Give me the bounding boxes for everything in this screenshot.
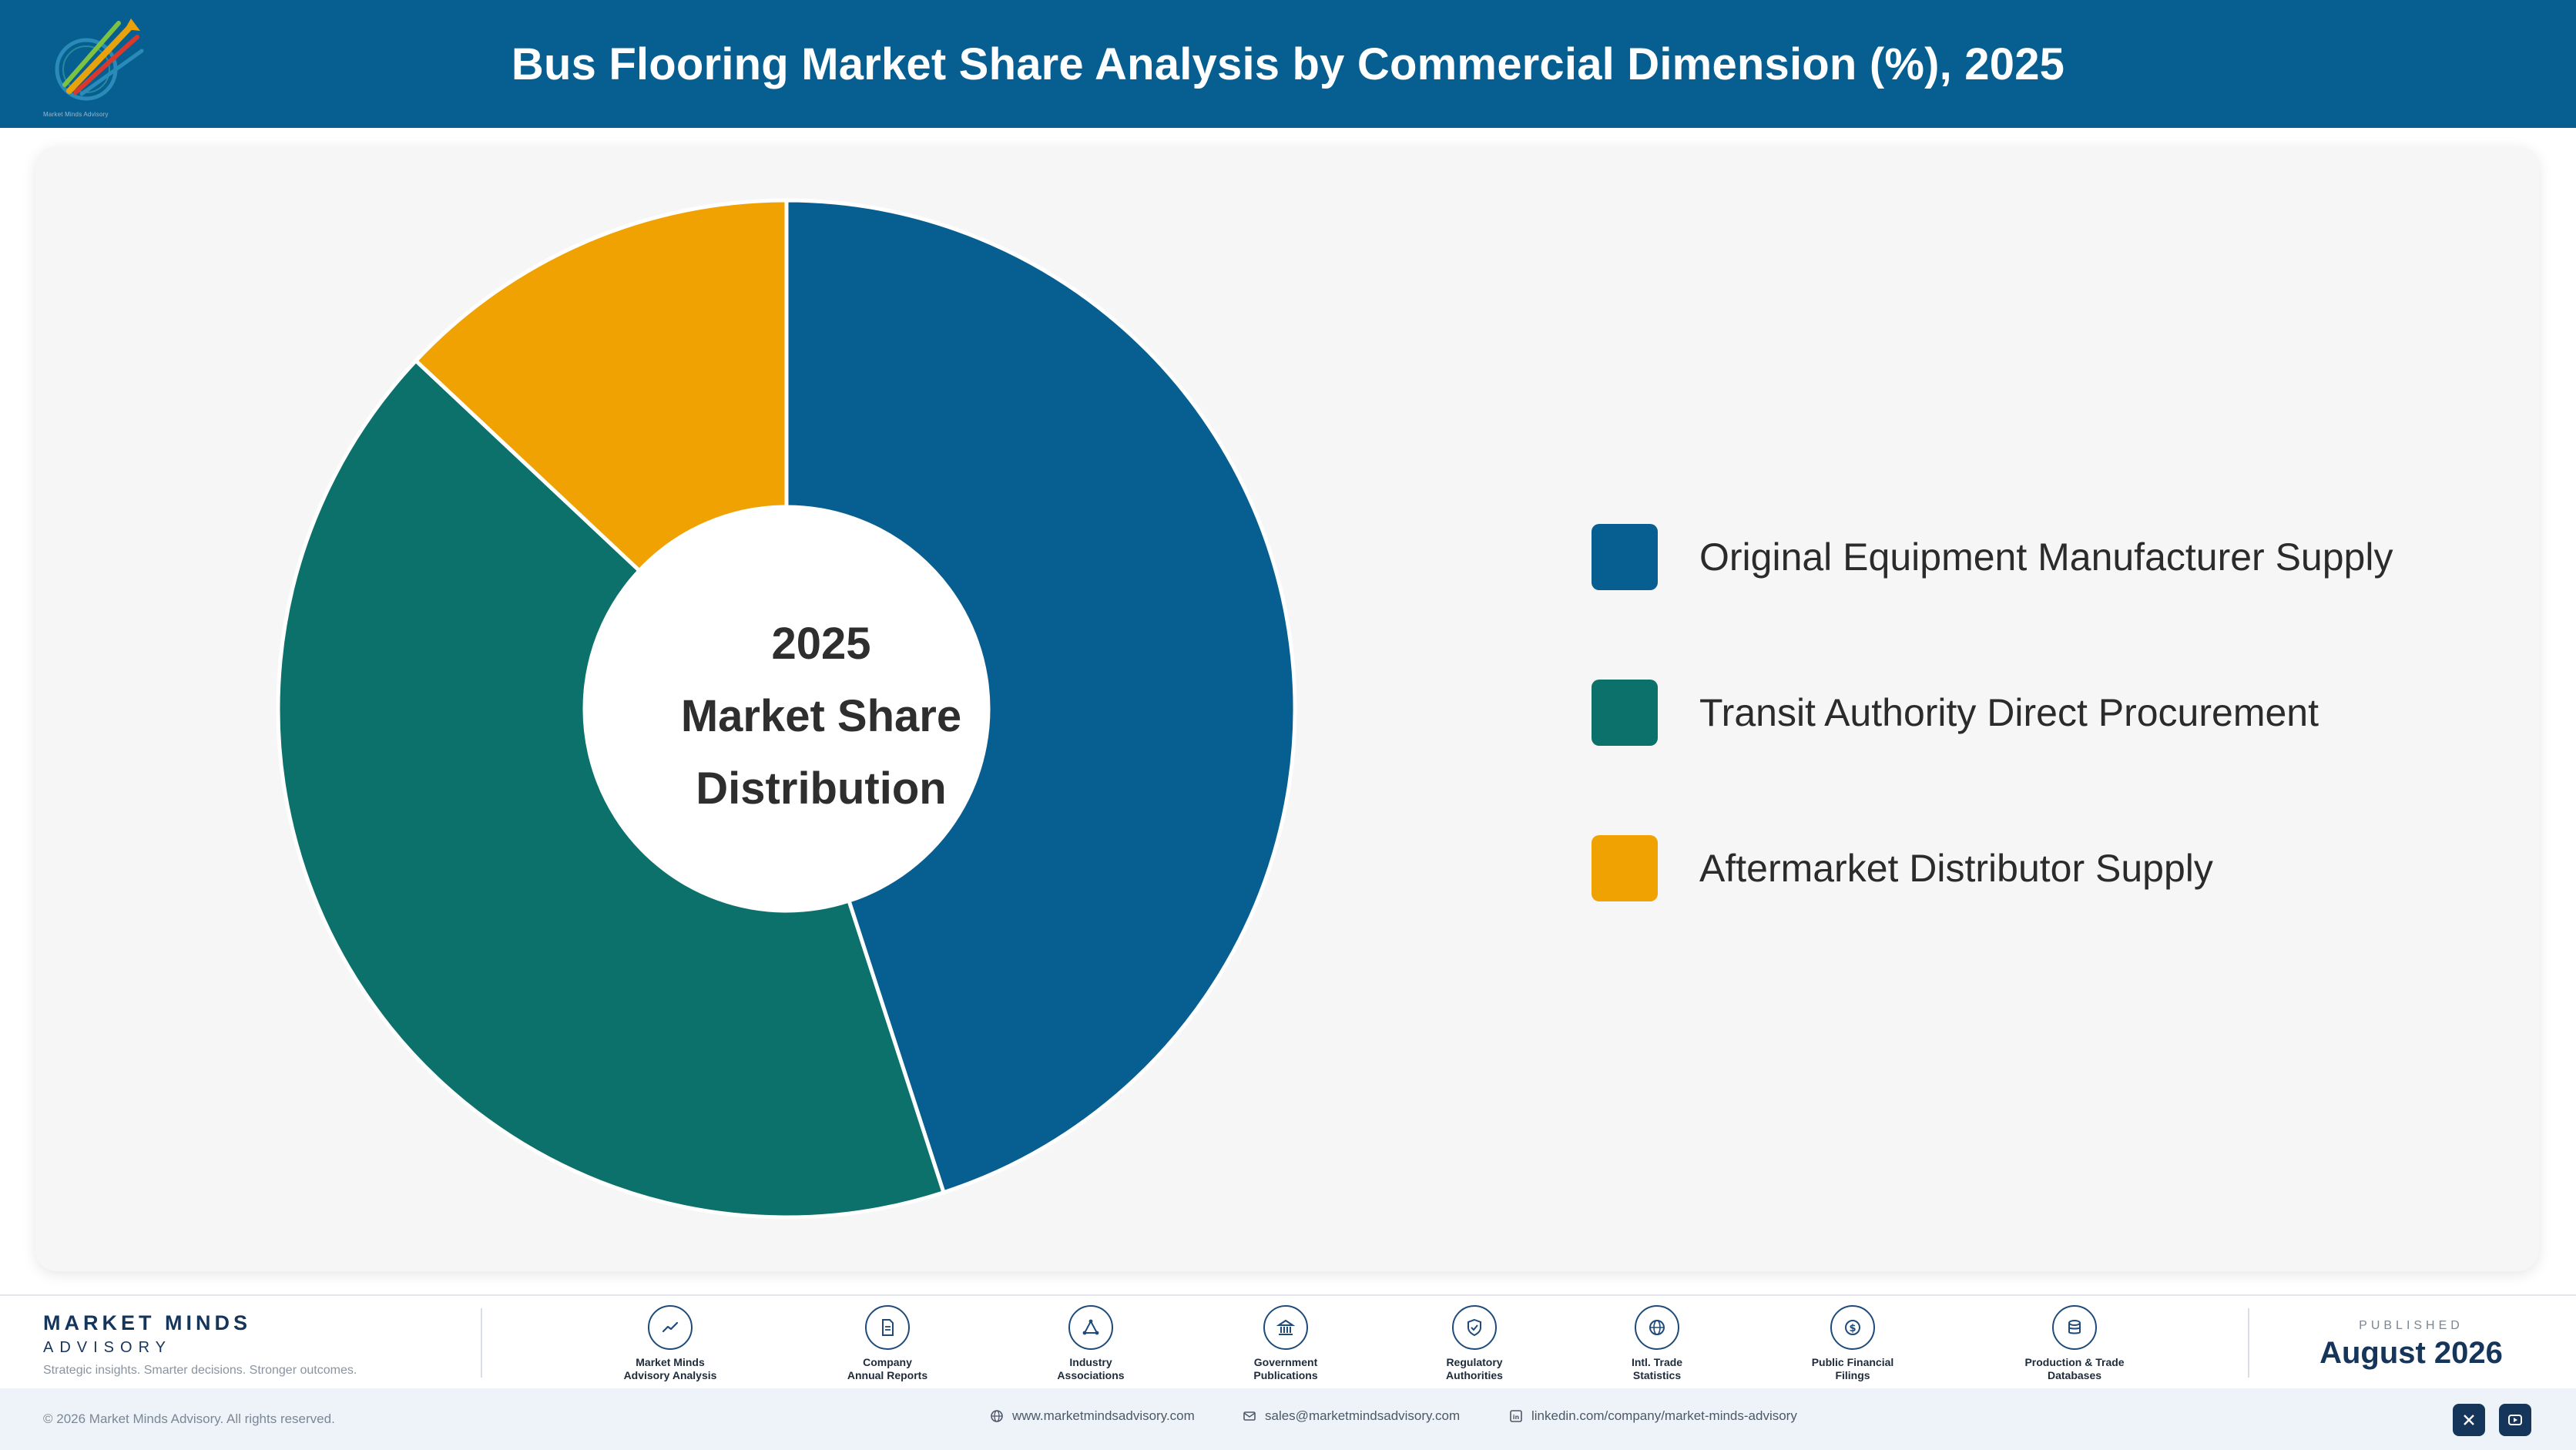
legend-swatch [1592,835,1658,901]
legend-label: Original Equipment Manufacturer Supply [1699,535,2393,579]
source-label: Regulatory Authorities [1446,1356,1503,1381]
footer-divider [2248,1308,2249,1378]
center-label-line-2: Market Share [680,691,962,741]
footer: MARKET MINDS ADVISORY Strategic insights… [0,1294,2576,1390]
document-icon [865,1305,910,1350]
website-link[interactable]: www.marketmindsadvisory.com [989,1408,1195,1424]
source-label: Company Annual Reports [847,1356,928,1381]
linkedin-link[interactable]: in linkedin.com/company/market-minds-adv… [1508,1408,1797,1424]
source-industry-associations[interactable]: Industry Associations [1014,1305,1168,1382]
government-building-icon [1263,1305,1308,1350]
logo-caption: Market Minds Advisory [43,111,109,118]
donut-slice-3[interactable] [413,198,789,574]
legend-item-transit-authority[interactable]: Transit Authority Direct Procurement [1592,680,2516,746]
donut-hole [586,509,987,909]
mail-icon [1243,1411,1256,1421]
market-minds-logo-icon[interactable] [39,8,154,123]
chart-legend: Original Equipment Manufacturer Supply T… [1592,524,2516,991]
chart-area: 2025 Market Share Distribution [35,146,1538,1271]
source-company-annual-reports[interactable]: Company Annual Reports [810,1305,964,1382]
x-icon[interactable] [2453,1404,2485,1436]
source-label: Public Financial Filings [1811,1356,1894,1381]
bottom-bar: © 2026 Market Minds Advisory. All rights… [0,1388,2576,1450]
legend-swatch [1592,680,1658,746]
page-title: Bus Flooring Market Share Analysis by Co… [511,39,2065,89]
email-link[interactable]: sales@marketmindsadvisory.com [1242,1408,1460,1424]
legend-label: Transit Authority Direct Procurement [1699,691,2319,734]
youtube-icon[interactable] [2499,1404,2531,1436]
linkedin-text: linkedin.com/company/market-minds-adviso… [1531,1408,1797,1423]
shield-check-icon [1452,1305,1497,1350]
network-icon [1068,1305,1113,1350]
donut-chart [276,198,1297,1220]
donut-slice-1[interactable] [784,198,1297,1195]
center-label-year: 2025 [771,619,871,669]
donut-center-label: 2025 Market Share Distribution [605,601,1037,832]
dollar-coin-icon: $ [1830,1305,1875,1350]
svg-text:in: in [1513,1414,1520,1421]
published-label: PUBLISHED [2359,1319,2464,1332]
trend-chart-icon [648,1305,693,1350]
linkedin-icon: in [1510,1410,1522,1422]
source-label: Production & Trade Databases [2024,1356,2125,1381]
source-label: Market Minds Advisory Analysis [623,1356,717,1381]
donut-slice-2[interactable] [276,357,947,1220]
globe-icon [991,1410,1003,1422]
legend-item-oem[interactable]: Original Equipment Manufacturer Supply [1592,524,2516,590]
source-government-publications[interactable]: Government Publications [1209,1305,1363,1382]
source-intl-trade-statistics[interactable]: Intl. Trade Statistics [1580,1305,1734,1382]
copyright-text: © 2026 Market Minds Advisory. All rights… [43,1411,335,1426]
chart-panel: 2025 Market Share Distribution Original … [35,146,2539,1271]
source-label: Industry Associations [1057,1356,1125,1381]
source-label: Intl. Trade Statistics [1631,1356,1683,1381]
legend-swatch [1592,524,1658,590]
source-public-financial-filings[interactable]: $ Public Financial Filings [1776,1305,1930,1382]
brand-tagline: Strategic insights. Smarter decisions. S… [43,1364,357,1377]
brand-sub: ADVISORY [43,1339,172,1356]
source-production-trade-databases[interactable]: Production & Trade Databases [1997,1305,2152,1382]
svg-text:$: $ [1849,1323,1856,1334]
footer-divider [481,1308,482,1378]
database-icon [2052,1305,2097,1350]
center-label-line-3: Distribution [696,764,947,814]
legend-label: Aftermarket Distributor Supply [1699,847,2213,890]
email-text: sales@marketmindsadvisory.com [1265,1408,1461,1423]
brand-name: MARKET MINDS [43,1311,251,1334]
source-market-minds-analysis[interactable]: Market Minds Advisory Analysis [593,1305,747,1382]
globe-icon [1635,1305,1679,1350]
header-bar: Market Minds Advisory Bus Flooring Marke… [0,0,2576,128]
published-date: August 2026 [2319,1336,2503,1370]
legend-item-aftermarket[interactable]: Aftermarket Distributor Supply [1592,835,2516,901]
source-regulatory-authorities[interactable]: Regulatory Authorities [1397,1305,1551,1382]
source-label: Government Publications [1253,1356,1318,1381]
website-text: www.marketmindsadvisory.com [1012,1408,1195,1423]
